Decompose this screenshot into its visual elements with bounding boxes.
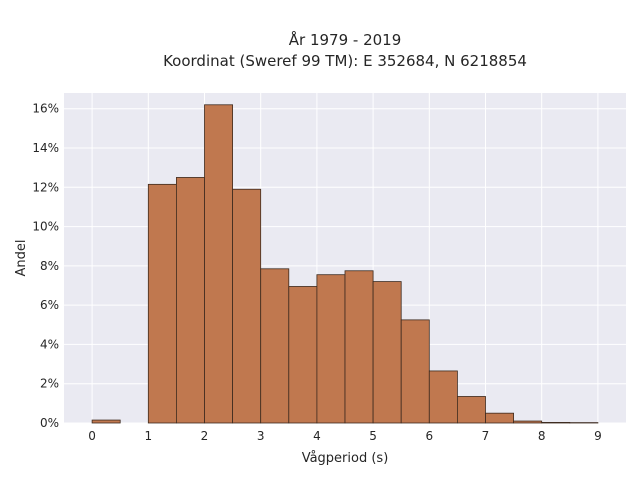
chart-title-line-2: Koordinat (Sweref 99 TM): E 352684, N 62… xyxy=(163,52,527,70)
histogram-bar-14 xyxy=(513,420,543,424)
y-tick-label-5: 10% xyxy=(32,220,59,234)
x-tick-label-5: 5 xyxy=(369,429,377,443)
histogram-bar-11 xyxy=(428,370,458,424)
x-tick-label-8: 8 xyxy=(538,429,546,443)
x-tick-label-4: 4 xyxy=(313,429,321,443)
histogram-bar-12 xyxy=(456,396,486,424)
x-tick-label-2: 2 xyxy=(201,429,209,443)
histogram-bar-13 xyxy=(485,412,515,424)
x-axis-ticks: 0 1 2 3 4 5 6 7 8 9 xyxy=(88,429,601,443)
histogram-bar-15 xyxy=(541,422,571,424)
histogram-bar-6 xyxy=(288,286,318,424)
x-tick-label-1: 1 xyxy=(144,429,152,443)
x-tick-label-0: 0 xyxy=(88,429,96,443)
histogram-bar-3 xyxy=(204,104,234,424)
y-axis-ticks: 0% 2% 4% 6% 8% 10% 12% 14% 16% xyxy=(32,102,59,430)
x-tick-label-9: 9 xyxy=(594,429,602,443)
y-tick-label-3: 6% xyxy=(40,298,59,312)
y-tick-label-1: 2% xyxy=(40,377,59,391)
histogram-bar-0 xyxy=(91,419,121,424)
histogram-bar-10 xyxy=(400,319,430,424)
histogram-bar-4 xyxy=(232,188,262,424)
histogram-bar-9 xyxy=(372,281,402,424)
y-tick-label-4: 8% xyxy=(40,259,59,273)
y-tick-label-7: 14% xyxy=(32,141,59,155)
x-tick-label-6: 6 xyxy=(425,429,433,443)
y-tick-label-2: 4% xyxy=(40,337,59,351)
bars-group xyxy=(91,104,599,424)
x-tick-label-3: 3 xyxy=(257,429,265,443)
y-axis-label: Andel xyxy=(14,240,29,277)
histogram-bar-5 xyxy=(260,268,290,424)
histogram-bar-7 xyxy=(316,274,346,424)
histogram-bar-8 xyxy=(344,270,374,424)
y-tick-label-8: 16% xyxy=(32,102,59,116)
x-tick-label-7: 7 xyxy=(482,429,490,443)
y-tick-label-6: 12% xyxy=(32,180,59,194)
histogram-bar-1 xyxy=(147,183,177,424)
chart-title-line-1: År 1979 - 2019 xyxy=(289,30,402,49)
x-axis-label: Vågperiod (s) xyxy=(302,451,389,466)
histogram-bar-2 xyxy=(175,177,205,424)
y-tick-label-0: 0% xyxy=(40,416,59,430)
